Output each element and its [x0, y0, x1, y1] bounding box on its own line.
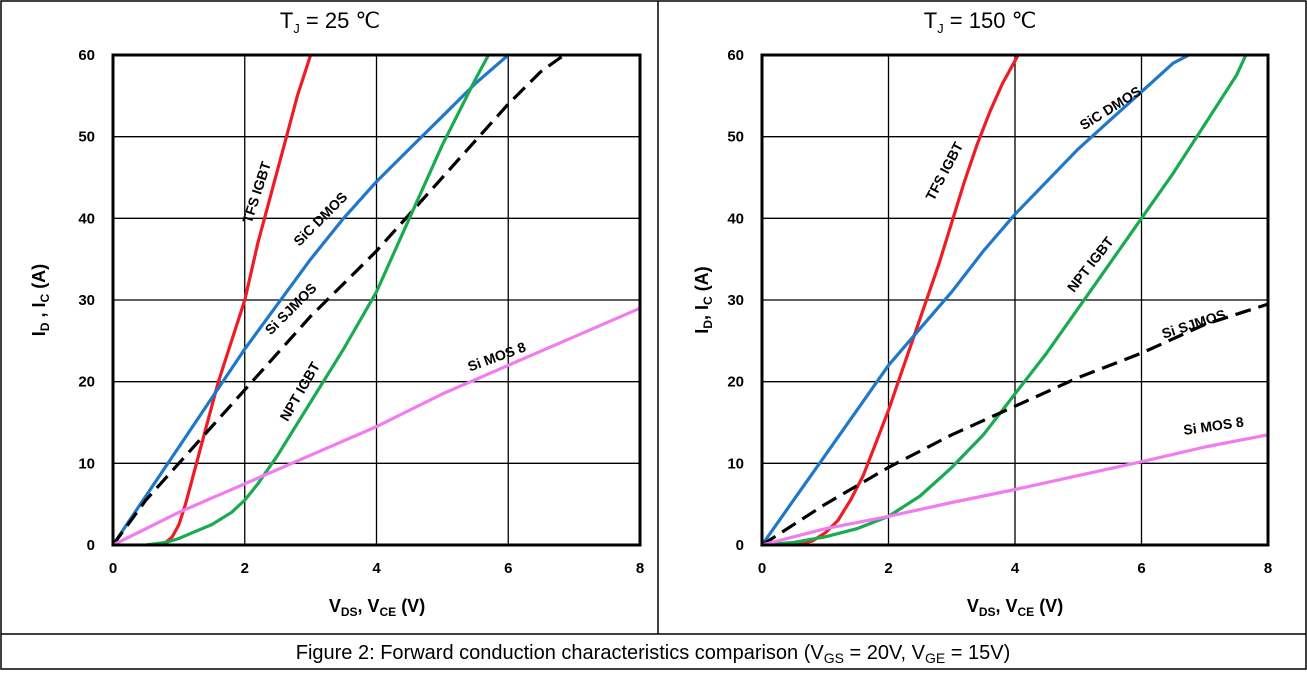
y-tick-label: 30	[727, 292, 744, 309]
x-label-a: V	[967, 596, 979, 616]
y-label-a-sub: D	[701, 320, 715, 329]
title-rest: = 150 ℃	[944, 8, 1037, 33]
x-tick-label: 0	[758, 560, 766, 577]
x-tick-label: 8	[1264, 560, 1272, 577]
y-tick-label: 60	[78, 47, 95, 64]
caption-sub-gs: GS	[824, 650, 844, 666]
y-tick-label: 10	[727, 455, 744, 472]
x-tick-label: 0	[109, 560, 117, 577]
y-tick-label: 40	[78, 210, 95, 227]
y-label-b-sub: C	[701, 296, 715, 305]
y-tick-label: 60	[727, 47, 744, 64]
y-tick-label: 50	[78, 129, 95, 146]
y-tick-label: 40	[727, 210, 744, 227]
x-tick-label: 2	[884, 560, 892, 577]
caption-sub-ge: GE	[925, 650, 945, 666]
y-label-a: I	[29, 331, 49, 336]
title-rest: = 25 ℃	[300, 8, 380, 33]
series-line-si-mos8	[111, 306, 642, 547]
x-label-c: (V)	[1034, 596, 1063, 616]
y-tick-label: 50	[727, 129, 744, 146]
annotation-sic-dmos: SiC DMOS	[1077, 83, 1144, 133]
series-line-tfs-igbt	[150, 53, 313, 547]
caption-suffix: = 15V)	[945, 642, 1010, 664]
y-label-a: I	[692, 329, 712, 334]
y-axis-label: ID, IC (A)	[692, 266, 715, 333]
chart-panel-150c: TJ = 150 ℃ 0 2 4 6 8 0 10 20 30 40 50 60 VDS, VCE (V)…	[692, 8, 1272, 619]
x-label-b-sub: CE	[1018, 605, 1035, 619]
x-label-a-sub: DS	[979, 605, 996, 619]
figure-caption: Figure 2: Forward conduction characteris…	[296, 642, 1011, 666]
series-line-si-sjmos	[761, 302, 1269, 547]
x-tick-label: 6	[1137, 560, 1145, 577]
caption-mid: = 20V, V	[844, 642, 926, 664]
title-sub: J	[293, 21, 300, 36]
series-line-sic-dmos	[111, 53, 510, 547]
x-label-a: V	[329, 596, 341, 616]
series-line-tfs-igbt	[791, 53, 1020, 547]
x-label-b-sub: CE	[380, 605, 397, 619]
plot-area-border	[111, 53, 642, 547]
x-label-b: , V	[996, 596, 1018, 616]
y-tick-label: 0	[87, 537, 95, 554]
y-label-c: (A)	[692, 266, 712, 296]
x-axis-label: VDS, VCE (V)	[967, 596, 1063, 619]
title-main: T	[280, 8, 293, 33]
y-label-b-sub: C	[38, 293, 52, 302]
series-line-npt-igbt	[760, 53, 1248, 547]
y-label-a-sub: D	[38, 322, 52, 331]
x-axis-label: VDS, VCE (V)	[329, 596, 425, 619]
x-tick-label: 4	[372, 560, 381, 577]
x-label-c: (V)	[396, 596, 425, 616]
panel-title: TJ = 25 ℃	[280, 8, 380, 36]
y-tick-label: 20	[78, 374, 95, 391]
y-tick-label: 20	[727, 374, 744, 391]
y-axis-label: ID , IC (A)	[29, 264, 52, 336]
chart-panel-25c: TJ = 25 ℃ 0 2 4 6 8 0 10 20 30 40 50 60 VDS, VCE (V) I…	[29, 8, 644, 619]
x-tick-label: 8	[636, 560, 644, 577]
y-label-c: (A)	[29, 264, 49, 294]
y-tick-label: 30	[78, 292, 95, 309]
y-label-b: , I	[29, 302, 49, 322]
annotation-si-sjmos: Si SJMOS	[1160, 306, 1228, 342]
annotation-si-mos8: Si MOS 8	[1182, 414, 1245, 438]
y-label-b: , I	[692, 305, 712, 320]
series-line-npt-igbt	[144, 53, 491, 547]
series-line-sic-dmos	[760, 53, 1191, 547]
title-sub: J	[937, 21, 944, 36]
y-tick-label: 0	[736, 537, 744, 554]
series-line-si-sjmos	[111, 53, 566, 546]
x-tick-label: 2	[241, 560, 249, 577]
title-main: T	[924, 8, 937, 33]
y-tick-label: 10	[78, 455, 95, 472]
series-line-si-mos8	[760, 433, 1270, 547]
x-tick-label: 6	[504, 560, 512, 577]
plot-area-border	[760, 53, 1270, 547]
panel-title: TJ = 150 ℃	[924, 8, 1037, 36]
caption-prefix: Figure 2: Forward conduction characteris…	[296, 642, 825, 664]
x-label-a-sub: DS	[341, 605, 358, 619]
x-tick-label: 4	[1011, 560, 1020, 577]
x-label-b: , V	[358, 596, 380, 616]
